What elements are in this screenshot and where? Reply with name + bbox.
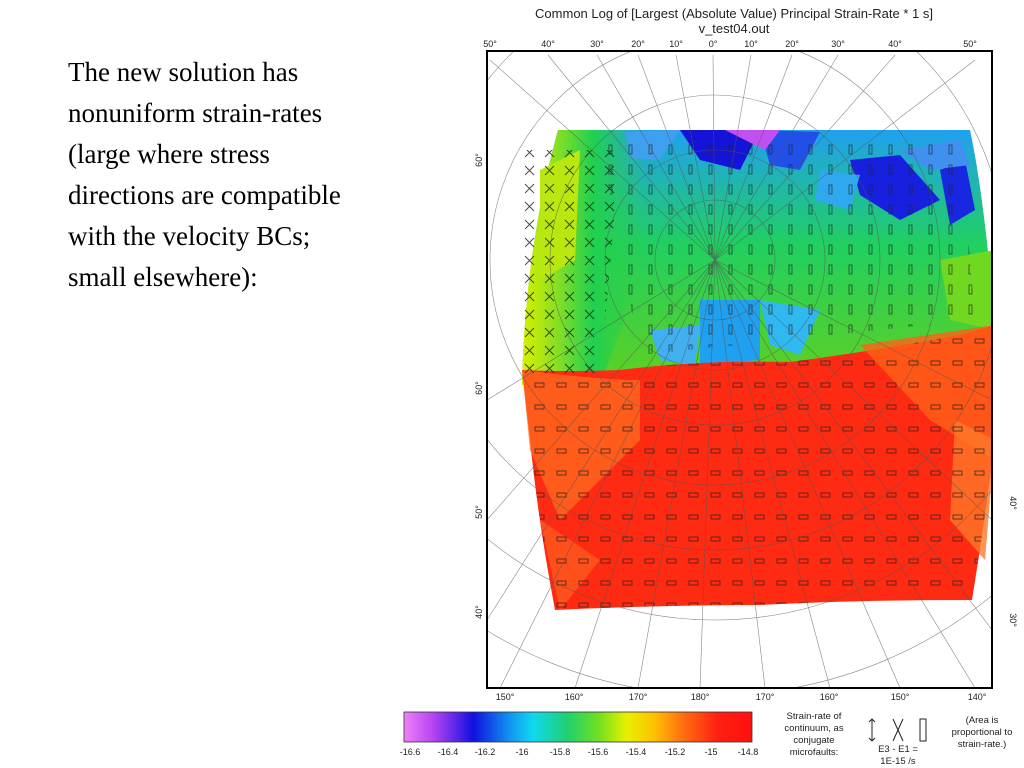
tick-label: 10° [744,39,758,49]
strain-legend: Strain-rate of continuum, as conjugate m… [784,711,1012,767]
top-longitude-ticks: 50° 40° 30° 20° 10° 0° 10° 20° 30° 40° 5… [483,39,977,49]
tick-label: 180° [691,692,710,702]
text-line: with the velocity BCs; [68,221,311,251]
tick-label: 170° [756,692,775,702]
figure-title: Common Log of [Largest (Absolute Value) … [535,6,933,21]
text-line: The new solution has [68,57,299,87]
tick-label: 30° [590,39,604,49]
tick-label: 160° [820,692,839,702]
text-line: nonuniform strain-rates [68,98,323,128]
tick-label: 160° [565,692,584,702]
colorbar-tick-label: -15 [704,747,717,757]
legend-strain-line: microfaults: [790,747,839,758]
tick-label: 20° [631,39,645,49]
colorbar-tick-label: -15.6 [588,747,609,757]
slide-body-text: The new solution has nonuniform strain-r… [68,52,428,298]
tick-label: 50° [963,39,977,49]
text-line: (large where stress [68,139,270,169]
tick-label: 10° [669,39,683,49]
tick-label: 60° [474,153,484,167]
legend-strain-line: conjugate [793,735,834,746]
normal-symbol-icon [919,718,927,742]
colorbar-tick-label: -16 [515,747,528,757]
tick-label: 20° [785,39,799,49]
legend-strain-line: continuum, as [784,723,843,734]
colorbar-tick-label: -15.4 [626,747,647,757]
left-latitude-ticks: 60° 60° 50° 40° [474,153,484,619]
tick-label: 60° [474,381,484,395]
tick-label: 140° [968,692,987,702]
tick-label: 150° [891,692,910,702]
tick-label: 40° [541,39,555,49]
text-line: directions are compatible [68,180,341,210]
map-plot-area [487,51,992,688]
legend-scale-line: E3 - E1 = [878,744,918,755]
colorbar-tick-label: -16.2 [475,747,496,757]
legend-area-note-line: (Area is [966,715,999,726]
map-frame [486,50,993,689]
tick-label: 50° [483,39,497,49]
tick-label: 0° [709,39,718,49]
colorbar-ticks: -16.6 -16.4 -16.2 -16 -15.8 -15.6 -15.4 … [400,747,759,757]
legend-scale-line: 1E-15 /s [880,756,916,767]
tick-label: 150° [496,692,515,702]
colorbar-tick-label: -16.6 [400,747,421,757]
tick-label: 30° [831,39,845,49]
colorbar [403,711,753,743]
tick-label: 40° [474,605,484,619]
colorbar-tick-label: -15.2 [665,747,686,757]
bottom-longitude-ticks: 150° 160° 170° 180° 170° 160° 150° 140° [496,692,987,702]
colorbar-tick-label: -15.8 [550,747,571,757]
tick-label: 170° [629,692,648,702]
legend-area-note-line: proportional to [952,727,1013,738]
colorbar-tick-label: -14.8 [738,747,759,757]
tick-label: 50° [474,505,484,519]
tick-label: 30° [1008,613,1018,627]
text-line: small elsewhere): [68,262,258,292]
tick-label: 40° [1008,496,1018,510]
legend-strain-line: Strain-rate of [787,711,842,722]
strike-slip-symbol-icon [892,718,904,742]
right-latitude-ticks: 40° 30° [1008,496,1018,627]
figure-subtitle: v_test04.out [699,21,770,36]
colorbar-tick-label: -16.4 [438,747,459,757]
legend-area-note-line: strain-rate.) [958,739,1007,750]
tick-label: 40° [888,39,902,49]
thrust-symbol-icon [868,718,876,742]
